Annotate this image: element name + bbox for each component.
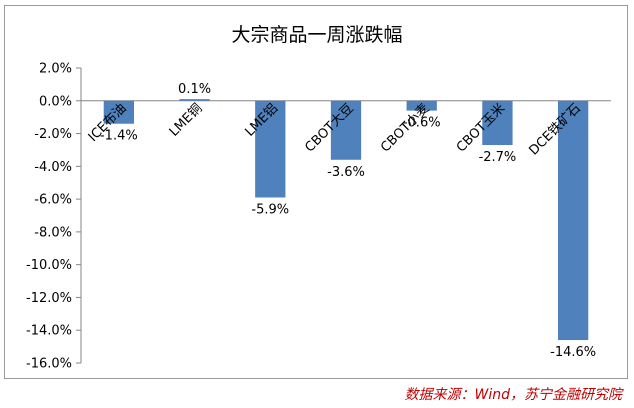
bar xyxy=(330,100,362,160)
bar-chart: 大宗商品一周涨跌幅 2.0% 0.0% -2.0% -4.0% -6.0% -8.0% -1… xyxy=(26,24,611,372)
bar xyxy=(406,100,437,111)
y-tick-label: 0.0% xyxy=(39,94,72,109)
data-label: 0.1% xyxy=(178,82,211,97)
y-tick-label: -8.0% xyxy=(34,225,72,240)
y-tick-label: -10.0% xyxy=(26,258,72,273)
y-tick-label: -4.0% xyxy=(34,160,72,175)
bar xyxy=(179,99,210,101)
source-note: 数据来源：Wind，苏宁金融研究院 xyxy=(404,387,623,403)
y-tick-label: -12.0% xyxy=(26,291,72,306)
bar xyxy=(103,100,134,124)
bar xyxy=(255,100,286,198)
y-tick-label: -14.0% xyxy=(26,324,72,339)
y-tick-label: -6.0% xyxy=(34,193,72,208)
y-tick-label: -2.0% xyxy=(34,127,72,142)
chart-frame: 大宗商品一周涨跌幅 2.0% 0.0% -2.0% -4.0% -6.0% -8.0% -1… xyxy=(4,5,628,379)
bar xyxy=(558,100,589,341)
data-label: -1.4% xyxy=(100,129,138,144)
bar xyxy=(482,100,513,146)
y-tick-label: -16.0% xyxy=(26,357,72,372)
data-label: -2.7% xyxy=(479,150,517,165)
x-category-label: LME铜 xyxy=(167,101,206,140)
data-label: -5.9% xyxy=(251,202,289,217)
chart-title: 大宗商品一周涨跌幅 xyxy=(231,24,402,46)
data-label: -0.6% xyxy=(403,116,441,131)
data-label: -3.6% xyxy=(327,165,365,180)
y-tick-label: 2.0% xyxy=(39,62,72,77)
data-label: -14.6% xyxy=(550,345,596,360)
